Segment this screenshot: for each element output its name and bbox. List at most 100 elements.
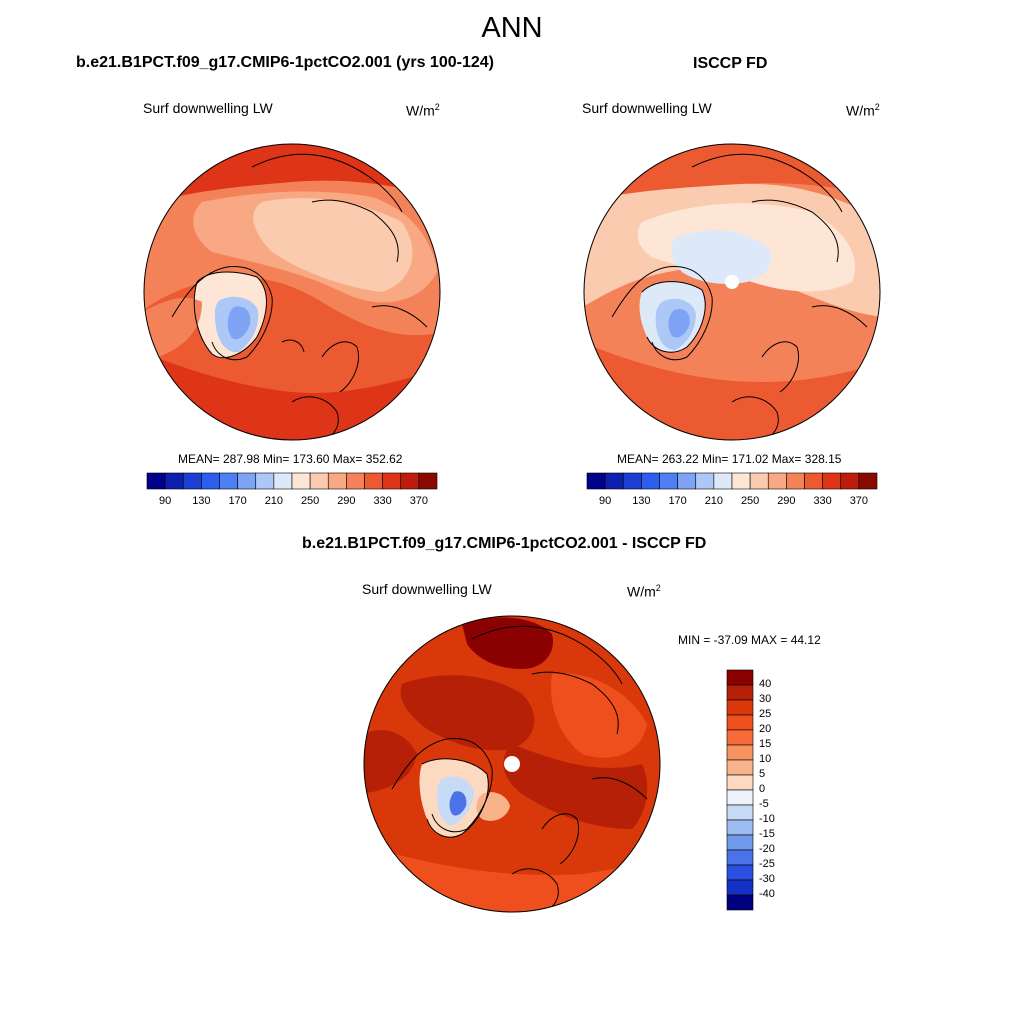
colorbar-swatch <box>822 472 842 490</box>
field-band-pole <box>253 198 413 292</box>
panel-1-stats: MEAN= 287.98 Min= 173.60 Max= 352.62 <box>178 452 403 466</box>
colorbar-tick-label: 5 <box>759 768 766 780</box>
colorbar-tick-label: 330 <box>373 495 392 507</box>
colorbar-tick-label: 370 <box>849 495 869 507</box>
colorbar-tick-label: 90 <box>159 495 172 507</box>
main-title: ANN <box>481 12 543 44</box>
colorbar-swatch <box>840 472 860 490</box>
colorbar-tick-label: -30 <box>759 873 775 885</box>
field-band-pole <box>671 230 771 284</box>
field-greenland-core <box>227 306 251 340</box>
colorbar-swatch <box>400 472 420 490</box>
field-band-east <box>551 673 647 758</box>
colorbar-swatch <box>786 472 805 490</box>
panel-3-title: b.e21.B1PCT.f09_g17.CMIP6-1pctCO2.001 - … <box>302 535 707 552</box>
colorbar-swatch <box>622 472 642 490</box>
colorbar-tick-label: -15 <box>759 828 775 840</box>
panel-3-polar-map <box>363 615 661 913</box>
colorbar-tick-label: 290 <box>337 495 356 507</box>
pole-hole <box>504 756 520 772</box>
panel-3-units: W/m2 <box>627 583 661 600</box>
colorbar-swatch <box>219 472 238 490</box>
colorbar-swatch <box>364 472 383 490</box>
colorbar-swatch <box>201 472 220 490</box>
colorbar-swatch <box>726 834 754 851</box>
colorbar-swatch <box>726 729 754 746</box>
field-band-siberia <box>503 744 648 829</box>
colorbar-swatch <box>255 472 275 490</box>
colorbar-swatch <box>586 472 606 490</box>
colorbar-swatch <box>713 472 733 490</box>
colorbar-swatch <box>273 472 293 490</box>
colorbar-tick-label: 210 <box>264 495 284 507</box>
colorbar-swatch <box>237 472 257 490</box>
colorbar-tick-label: 130 <box>632 495 651 507</box>
colorbar-tick-label: 370 <box>409 495 429 507</box>
colorbar-swatch <box>726 669 754 686</box>
colorbar-tick-label: 330 <box>813 495 832 507</box>
colorbar-swatch <box>382 472 402 490</box>
colorbar-tick-label: 210 <box>704 495 724 507</box>
colorbar-swatch <box>164 472 184 490</box>
panel-3-stats: MIN = -37.09 MAX = 44.12 <box>678 633 821 647</box>
field-max-north <box>462 617 553 669</box>
colorbar-swatch <box>726 819 754 836</box>
colorbar-swatch <box>659 472 678 490</box>
colorbar-tick-label: 250 <box>300 495 320 507</box>
colorbar-swatch <box>804 472 823 490</box>
panel-1-units: W/m2 <box>406 102 440 119</box>
colorbar-tick-label: 0 <box>759 783 766 795</box>
colorbar-swatch <box>309 472 329 490</box>
panel-2-stats: MEAN= 263.22 Min= 171.02 Max= 328.15 <box>617 452 842 466</box>
colorbar-swatch <box>731 472 751 490</box>
colorbar-swatch <box>726 789 754 806</box>
colorbar-tick-label: 40 <box>759 678 772 690</box>
colorbar-swatch <box>726 849 754 866</box>
colorbar-swatch <box>418 472 438 490</box>
colorbar-tick-label: 90 <box>599 495 612 507</box>
colorbar-tick-label: 290 <box>777 495 796 507</box>
colorbar-tick-label: -40 <box>759 888 775 900</box>
colorbar-swatch <box>726 744 754 761</box>
colorbar-tick-label: -20 <box>759 843 775 855</box>
panel-2-variable-label: Surf downwelling LW <box>582 100 712 116</box>
colorbar-tick-label: 25 <box>759 708 772 720</box>
field-band-west <box>364 730 417 794</box>
colorbar-swatch <box>726 774 754 791</box>
colorbar-tick-label: 170 <box>668 495 687 507</box>
colorbar-swatch <box>726 894 754 911</box>
field-band-south <box>584 342 880 440</box>
panel-1-variable-label: Surf downwelling LW <box>143 100 273 116</box>
colorbar-tick-label: -5 <box>759 798 769 810</box>
map-boundary <box>583 143 881 441</box>
panel-3-colorbar <box>726 669 754 911</box>
colorbar-tick-label: 250 <box>740 495 760 507</box>
colorbar-swatch <box>641 472 660 490</box>
colorbar-tick-label: 10 <box>759 753 772 765</box>
field-local-low <box>476 792 510 821</box>
colorbar-tick-label: 30 <box>759 693 772 705</box>
colorbar-swatch <box>695 472 715 490</box>
colorbar-swatch <box>726 714 754 731</box>
colorbar-swatch <box>726 879 754 896</box>
colorbar-swatch <box>346 472 365 490</box>
panel-3-variable-label: Surf downwelling LW <box>362 581 492 597</box>
colorbar-tick-label: 15 <box>759 738 772 750</box>
panel-1-polar-map <box>143 143 441 441</box>
panel-2-title: ISCCP FD <box>693 55 768 72</box>
colorbar-swatch <box>604 472 624 490</box>
pole-hole <box>725 275 739 289</box>
colorbar-tick-label: 170 <box>228 495 247 507</box>
field-band-west <box>144 297 202 362</box>
panel-2-colorbar <box>586 472 878 490</box>
panel-2-polar-map <box>583 143 881 441</box>
colorbar-swatch <box>677 472 697 490</box>
colorbar-swatch <box>726 864 754 881</box>
colorbar-tick-label: 20 <box>759 723 772 735</box>
colorbar-swatch <box>182 472 202 490</box>
colorbar-swatch <box>726 699 754 716</box>
colorbar-swatch <box>291 472 311 490</box>
field-greenland-core <box>668 308 690 338</box>
colorbar-swatch <box>726 684 754 701</box>
colorbar-swatch <box>767 472 787 490</box>
